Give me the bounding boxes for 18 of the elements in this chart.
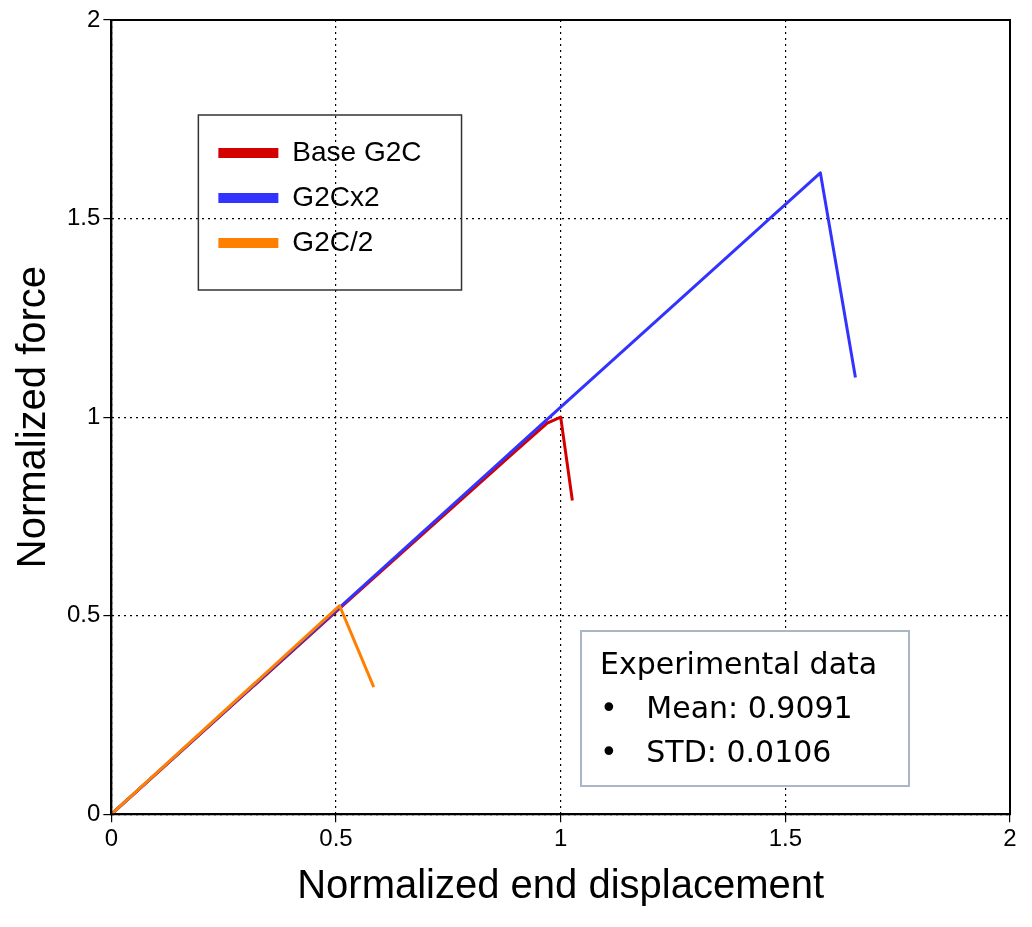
annotation: • STD: 0.0106	[599, 733, 833, 771]
y-axis-title: Normalized force	[9, 265, 54, 569]
x-tick-label: 0	[104, 824, 119, 852]
y-tick-label: 2	[87, 4, 101, 32]
legend-label: Base G2C	[292, 135, 422, 167]
legend-label: G2Cx2	[292, 180, 380, 212]
legend-label: G2C/2	[292, 225, 374, 257]
x-tick-label: 0.5	[319, 824, 353, 852]
x-tick-label: 1.5	[768, 824, 803, 852]
y-tick-label: 1.5	[66, 203, 101, 231]
y-tick-label: 1	[87, 401, 101, 429]
x-tick-label: 1	[554, 824, 568, 852]
y-tick-label: 0	[87, 798, 101, 826]
y-tick-label: 0.5	[66, 600, 101, 628]
x-axis-title: Normalized end displacement	[297, 862, 825, 907]
annotation: Experimental data	[599, 645, 879, 683]
annotation: • Mean: 0.9091	[599, 689, 854, 727]
x-tick-label: 2	[1003, 824, 1017, 852]
